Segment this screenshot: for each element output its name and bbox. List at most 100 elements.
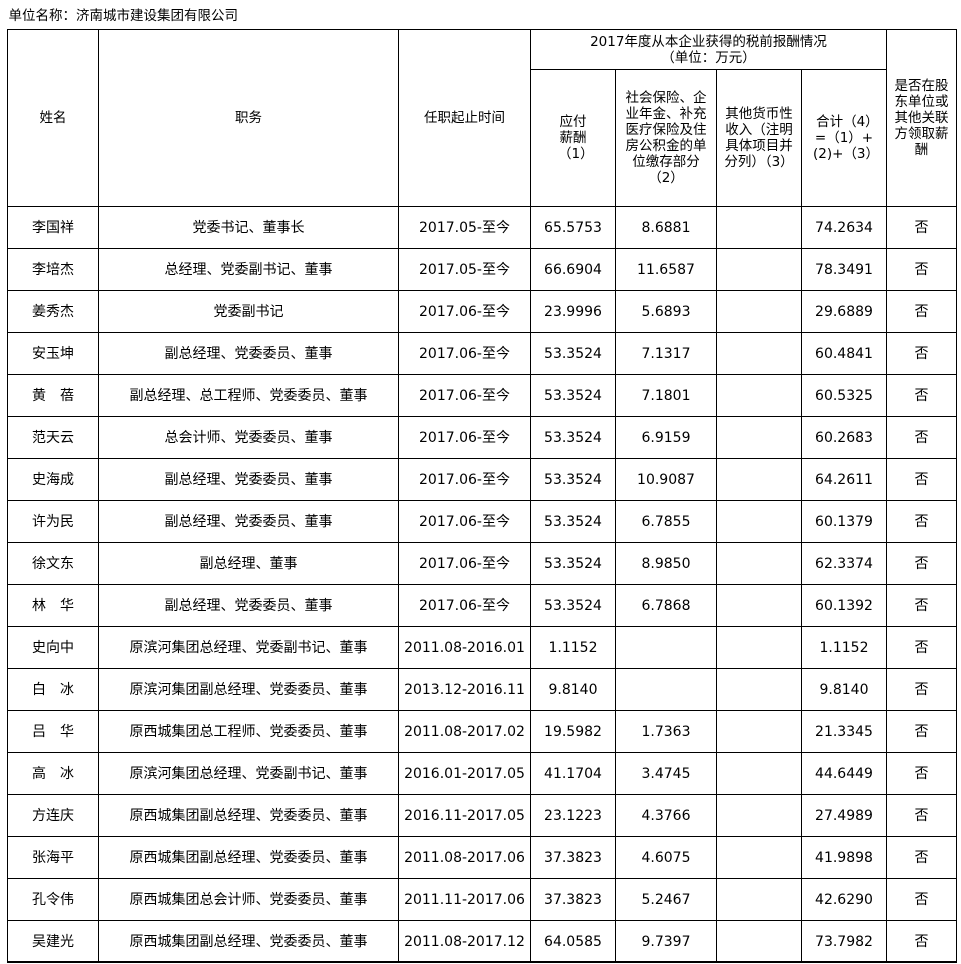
cell-other (716, 836, 802, 879)
cell-other (716, 920, 802, 963)
cell-salary: 53.3524 (530, 500, 616, 543)
cell-insurance: 10.9087 (615, 458, 717, 501)
table-row: 林 华副总经理、党委委员、董事 2017.06-至今 53.3524 6.7868 60… (7, 584, 957, 627)
header-salary-text: 应付薪酬（1） (558, 114, 594, 162)
header-related: 是否在股东单位或其他关联方领取薪酬 (886, 29, 957, 207)
cell-total: 60.2683 (801, 416, 887, 459)
cell-salary: 1.1152 (530, 626, 616, 669)
cell-related: 否 (886, 290, 957, 333)
header-group-unit: （单位：万元） (661, 49, 756, 66)
cell-position: 原西城集团副总经理、党委委员、董事 (98, 836, 399, 879)
table-row: 范天云 总会计师、党委委员、董事 2017.06-至今 53.3524 6.9159 60… (7, 416, 957, 459)
cell-related: 否 (886, 542, 957, 585)
cell-salary: 23.1223 (530, 794, 616, 837)
cell-related: 否 (886, 752, 957, 795)
cell-total: 44.6449 (801, 752, 887, 795)
header-group: 2017年度从本企业获得的税前报酬情况 （单位：万元） (530, 29, 887, 70)
cell-total: 60.1392 (801, 584, 887, 627)
cell-related: 否 (886, 626, 957, 669)
cell-insurance (615, 668, 717, 711)
cell-position: 原滨河集团副总经理、党委委员、董事 (98, 668, 399, 711)
table-row: 黄 蓓副总经理、总工程师、党委委员、董事 2017.06-至今 53.3524 7.1… (7, 374, 957, 417)
cell-term: 2017.06-至今 (398, 332, 531, 375)
cell-salary: 53.3524 (530, 584, 616, 627)
cell-total: 73.7982 (801, 920, 887, 963)
company-title: 单位名称：济南城市建设集团有限公司 (7, 3, 957, 30)
cell-position: 副总经理、党委委员、董事 (98, 458, 399, 501)
header-group-title: 2017年度从本企业获得的税前报酬情况 (590, 33, 827, 50)
header-total-text: 合计（4）=（1）+(2)+（3） (813, 114, 880, 162)
cell-other (716, 248, 802, 291)
cell-related: 否 (886, 878, 957, 921)
cell-salary: 37.3823 (530, 878, 616, 921)
cell-related: 否 (886, 794, 957, 837)
cell-total: 27.4989 (801, 794, 887, 837)
cell-related: 否 (886, 416, 957, 459)
cell-insurance: 1.7363 (615, 710, 717, 753)
cell-insurance: 5.2467 (615, 878, 717, 921)
cell-name: 张海平 (7, 836, 99, 879)
cell-salary: 53.3524 (530, 332, 616, 375)
cell-insurance: 11.6587 (615, 248, 717, 291)
cell-salary: 53.3524 (530, 374, 616, 417)
cell-other (716, 458, 802, 501)
cell-position: 原西城集团总会计师、党委委员、董事 (98, 878, 399, 921)
cell-term: 2011.08-2017.06 (398, 836, 531, 879)
cell-term: 2017.06-至今 (398, 500, 531, 543)
cell-position: 原西城集团总工程师、党委委员、董事 (98, 710, 399, 753)
cell-other (716, 290, 802, 333)
table-row: 方连庆 原西城集团副总经理、党委委员、董事 2016.11-2017.05 23.12… (7, 794, 957, 837)
cell-name: 高 冰 (7, 752, 99, 795)
cell-total: 29.6889 (801, 290, 887, 333)
cell-salary: 65.5753 (530, 206, 616, 249)
cell-total: 60.1379 (801, 500, 887, 543)
table-row: 白 冰原滨河集团副总经理、党委委员、董事 2013.12-2016.11 9.814… (7, 668, 957, 711)
cell-salary: 53.3524 (530, 416, 616, 459)
cell-term: 2011.08-2016.01 (398, 626, 531, 669)
cell-term: 2011.08-2017.02 (398, 710, 531, 753)
cell-total: 64.2611 (801, 458, 887, 501)
cell-other (716, 668, 802, 711)
header-other-text: 其他货币性收入（注明具体项目并分列）（3） (724, 106, 794, 170)
cell-insurance: 5.6893 (615, 290, 717, 333)
cell-name: 徐文东 (7, 542, 99, 585)
cell-term: 2016.01-2017.05 (398, 752, 531, 795)
cell-other (716, 206, 802, 249)
cell-term: 2017.06-至今 (398, 416, 531, 459)
cell-related: 否 (886, 248, 957, 291)
cell-other (716, 752, 802, 795)
cell-insurance: 7.1317 (615, 332, 717, 375)
cell-position: 副总经理、党委委员、董事 (98, 584, 399, 627)
cell-position: 原滨河集团总经理、党委副书记、董事 (98, 752, 399, 795)
cell-position: 党委书记、董事长 (98, 206, 399, 249)
cell-position: 原西城集团副总经理、党委委员、董事 (98, 794, 399, 837)
cell-name: 史海成 (7, 458, 99, 501)
header-position: 职务 (98, 29, 399, 207)
cell-term: 2011.08-2017.12 (398, 920, 531, 963)
table-row: 史海成 副总经理、党委委员、董事 2017.06-至今 53.3524 10.9087 6… (7, 458, 957, 501)
cell-position: 副总经理、总工程师、党委委员、董事 (98, 374, 399, 417)
cell-total: 74.2634 (801, 206, 887, 249)
cell-other (716, 542, 802, 585)
cell-total: 1.1152 (801, 626, 887, 669)
cell-term: 2017.06-至今 (398, 290, 531, 333)
cell-related: 否 (886, 206, 957, 249)
cell-other (716, 416, 802, 459)
table-row: 史向中 原滨河集团总经理、党委副书记、董事 2011.08-2016.01 1.115… (7, 626, 957, 669)
cell-related: 否 (886, 500, 957, 543)
table-row: 张海平 原西城集团副总经理、党委委员、董事 2011.08-2017.06 37.38… (7, 836, 957, 879)
cell-term: 2011.11-2017.06 (398, 878, 531, 921)
cell-insurance: 4.3766 (615, 794, 717, 837)
cell-related: 否 (886, 836, 957, 879)
cell-total: 62.3374 (801, 542, 887, 585)
table-row: 吴建光 原西城集团副总经理、党委委员、董事 2011.08-2017.12 64.05… (7, 920, 957, 963)
cell-other (716, 584, 802, 627)
cell-salary: 64.0585 (530, 920, 616, 963)
cell-other (716, 710, 802, 753)
table-row: 吕 华原西城集团总工程师、党委委员、董事 2011.08-2017.02 19.59… (7, 710, 957, 753)
cell-salary: 23.9996 (530, 290, 616, 333)
cell-term: 2013.12-2016.11 (398, 668, 531, 711)
table-row: 李国祥 党委书记、董事长 2017.05-至今 65.5753 8.6881 74.263… (7, 206, 957, 249)
cell-other (716, 500, 802, 543)
cell-insurance: 3.4745 (615, 752, 717, 795)
